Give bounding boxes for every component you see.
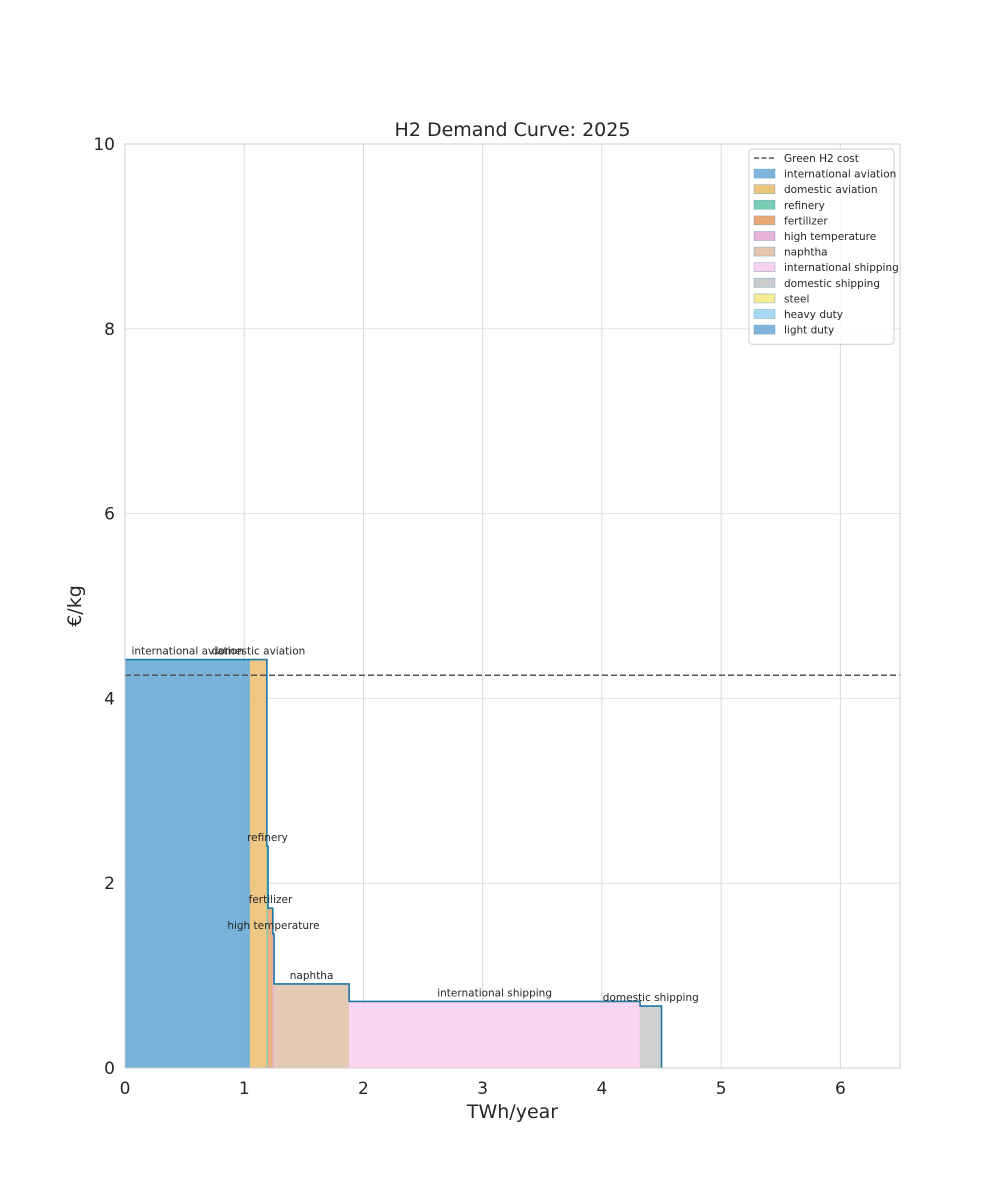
legend-swatch <box>753 324 776 335</box>
x-tick-label: 1 <box>239 1079 250 1099</box>
legend-entry: domestic aviation <box>784 184 878 196</box>
legend-box <box>748 148 895 345</box>
x-axis-ticks: 0 1 2 3 4 5 6 <box>120 1079 846 1099</box>
legend-entry: refinery <box>784 200 825 212</box>
legend-entry: light duty <box>784 325 834 337</box>
plot-border <box>124 143 901 1069</box>
y-axis-ticks: 0 2 4 6 8 10 <box>93 135 115 1079</box>
demand-outline <box>125 658 663 1068</box>
legend-entry: heavy duty <box>784 309 843 321</box>
step-label: naphtha <box>290 970 334 982</box>
step-area-international-aviation <box>124 659 251 1069</box>
x-tick-label: 5 <box>716 1079 727 1099</box>
step-area-domestic-aviation <box>249 659 268 1069</box>
legend-swatch <box>753 168 776 179</box>
y-tick-label: 8 <box>104 320 115 340</box>
legend-entry: international aviation <box>784 169 896 181</box>
legend-swatch <box>753 184 776 194</box>
y-tick-label: 10 <box>93 135 115 155</box>
legend-entry: international shipping <box>784 262 899 274</box>
step-label: high temperature <box>227 920 319 932</box>
x-tick-label: 4 <box>597 1079 608 1099</box>
y-tick-label: 2 <box>104 874 115 894</box>
legend-swatch <box>753 215 776 226</box>
step-label: international shipping <box>437 987 552 999</box>
step-label: domestic shipping <box>603 992 699 1004</box>
y-tick-label: 0 <box>104 1059 115 1079</box>
plot-frame <box>124 143 901 1069</box>
step-area-international-shipping <box>348 1001 641 1069</box>
step-label: domestic aviation <box>212 646 306 658</box>
x-tick-label: 6 <box>835 1079 846 1099</box>
legend-entry: steel <box>784 293 809 305</box>
legend-entry: fertilizer <box>784 215 828 227</box>
step-area-domestic-shipping <box>639 1005 662 1069</box>
demand-step-outline <box>125 658 663 1068</box>
legend-entry: high temperature <box>784 231 876 243</box>
legend-entry: naphtha <box>784 247 828 259</box>
legend-swatch <box>753 200 776 210</box>
x-axis-title: TWh/year <box>466 1101 558 1123</box>
x-tick-label: 2 <box>358 1079 369 1099</box>
legend-swatch <box>753 262 776 273</box>
y-tick-label: 4 <box>104 689 115 709</box>
step-label: international aviation <box>131 646 243 658</box>
x-tick-label: 3 <box>477 1079 488 1099</box>
x-tick-label: 0 <box>120 1079 131 1099</box>
chart-title: H2 Demand Curve: 2025 <box>395 119 631 141</box>
legend-entry: Green H2 cost <box>784 153 859 165</box>
y-tick-label: 6 <box>104 505 115 525</box>
legend-swatch <box>753 309 776 319</box>
step-label: refinery <box>247 832 288 844</box>
legend-swatch <box>753 293 776 304</box>
legend-swatch <box>753 277 776 288</box>
y-axis-title: €/kg <box>64 585 86 627</box>
step-label: fertilizer <box>249 894 293 906</box>
demand-steps <box>124 659 662 1069</box>
legend-swatch <box>753 246 776 257</box>
legend-entry: domestic shipping <box>784 278 880 290</box>
legend: Green H2 cost international aviation domes… <box>748 148 899 345</box>
legend-swatch <box>753 231 776 241</box>
step-area-naphtha <box>273 983 350 1069</box>
